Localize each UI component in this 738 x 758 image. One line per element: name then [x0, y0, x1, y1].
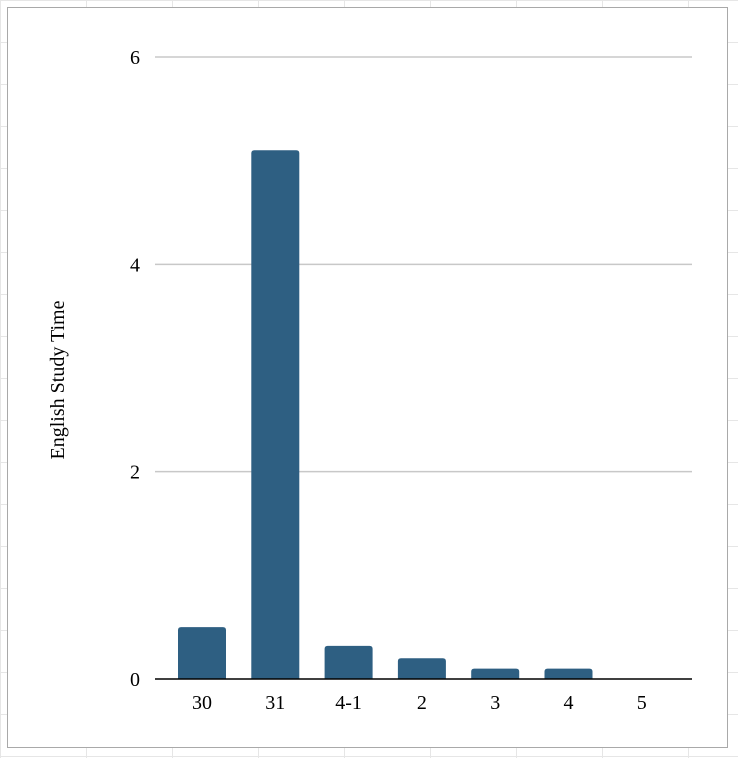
x-tick-label: 4-1 — [335, 692, 362, 714]
bar[interactable] — [324, 645, 373, 679]
y-tick-labels: 0 2 4 6 — [130, 47, 140, 691]
bar[interactable] — [397, 658, 446, 679]
x-tick-label: 30 — [192, 692, 212, 714]
y-tick-label: 0 — [130, 669, 140, 691]
x-tick-labels: 30 31 4-1 2 3 4 5 — [192, 692, 647, 714]
bar[interactable] — [471, 668, 520, 679]
x-tick-label: 3 — [490, 692, 500, 714]
y-tick-label: 6 — [130, 47, 140, 69]
x-tick-label: 31 — [265, 692, 285, 714]
y-tick-label: 2 — [130, 462, 140, 484]
bar[interactable] — [178, 627, 226, 679]
x-tick-label: 2 — [417, 692, 427, 714]
bar[interactable] — [544, 668, 593, 679]
gridlines — [155, 56, 692, 473]
x-tick-label: 5 — [637, 692, 647, 714]
y-axis-title: English Study Time — [47, 300, 69, 459]
x-tick-label: 4 — [564, 692, 574, 714]
chart-frame[interactable] — [7, 7, 728, 748]
y-tick-label: 4 — [130, 254, 140, 276]
bars — [178, 150, 593, 680]
bar[interactable] — [251, 150, 300, 680]
